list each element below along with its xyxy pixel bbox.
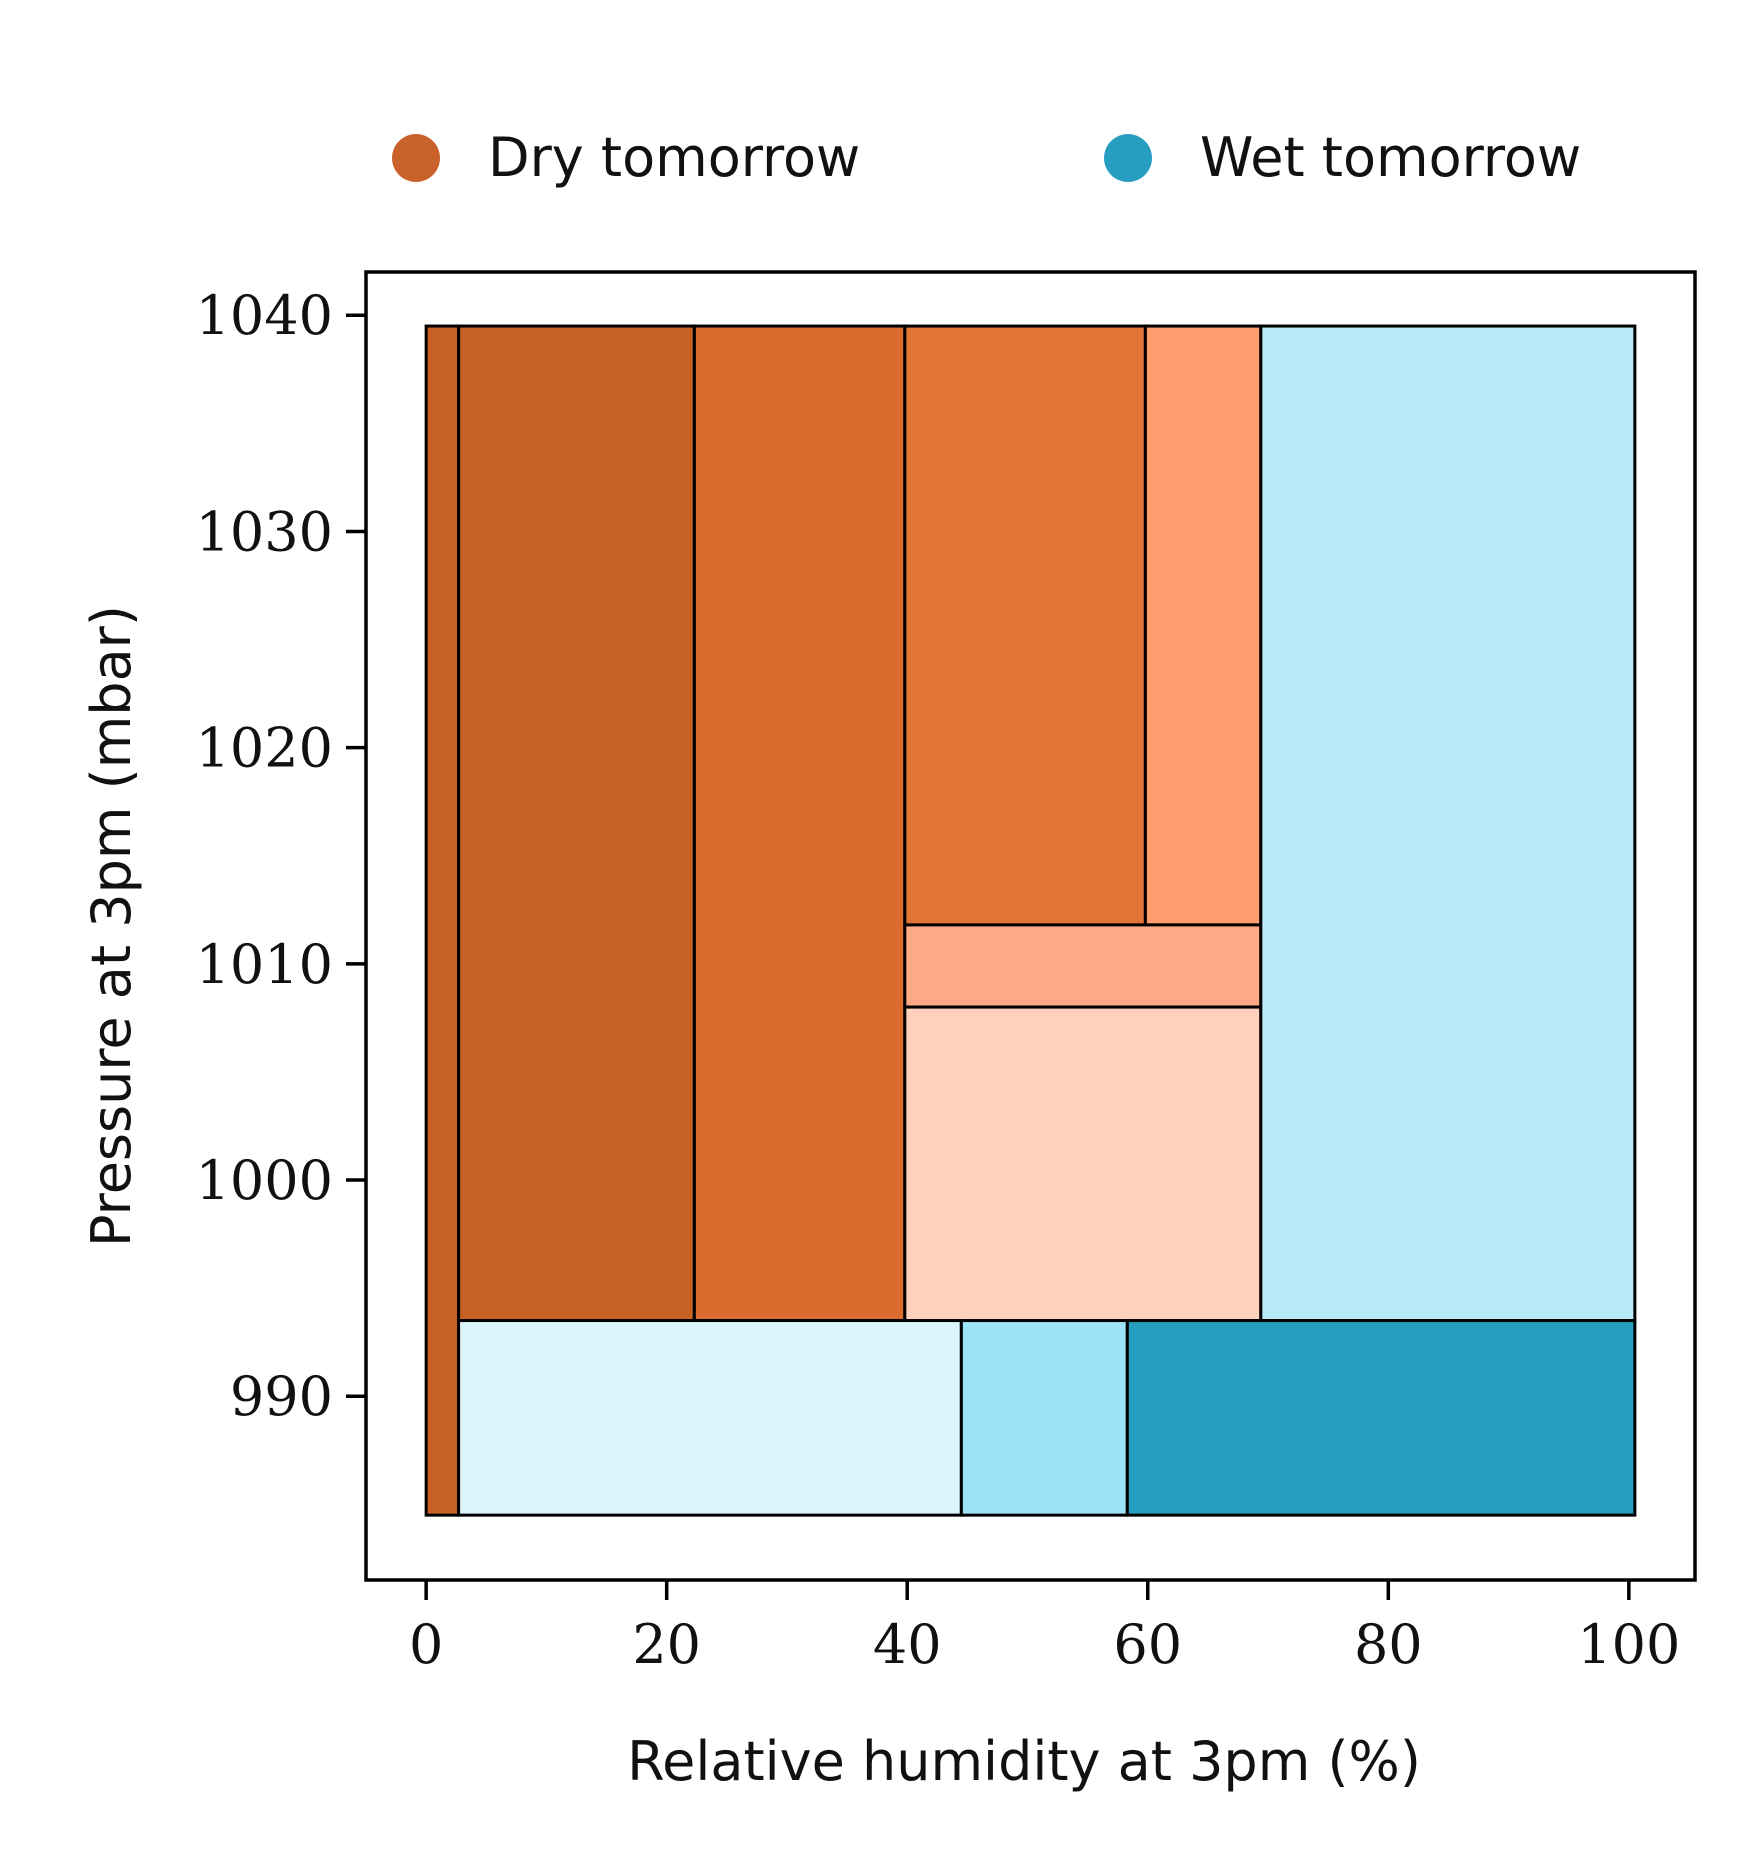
region-dry-2 bbox=[692, 324, 907, 1323]
y-tick-label-5: 1040 bbox=[196, 284, 333, 347]
x-tick-label-1: 20 bbox=[632, 1613, 701, 1676]
y-tick-label-0: 990 bbox=[230, 1365, 333, 1428]
y-tick-label-4: 1030 bbox=[196, 500, 333, 563]
legend-label-wet: Wet tomorrow bbox=[1200, 126, 1581, 189]
plot-frame bbox=[364, 270, 1697, 1582]
region-wet-9 bbox=[959, 1319, 1129, 1517]
region-dry-3 bbox=[903, 324, 1147, 927]
y-tick-label-1: 1000 bbox=[196, 1149, 333, 1212]
legend-marker-wet bbox=[1104, 134, 1152, 182]
x-axis-ticks: 0 20 40 60 80 100 bbox=[409, 1580, 1680, 1676]
legend: Dry tomorrow Wet tomorrow bbox=[392, 126, 1581, 189]
x-tick-label-0: 0 bbox=[409, 1613, 443, 1676]
x-tick-label-4: 80 bbox=[1354, 1613, 1423, 1676]
x-axis-label: Relative humidity at 3pm (%) bbox=[627, 1730, 1421, 1793]
y-tick-label-2: 1010 bbox=[196, 933, 333, 996]
legend-marker-dry bbox=[392, 134, 440, 182]
y-axis-ticks: 990 1000 1010 1020 1030 1040 bbox=[196, 284, 366, 1428]
region-dry-6 bbox=[903, 1005, 1263, 1323]
region-dry-5 bbox=[903, 923, 1263, 1009]
x-tick-label-2: 40 bbox=[873, 1613, 942, 1676]
x-tick-label-3: 60 bbox=[1113, 1613, 1182, 1676]
region-wet-8 bbox=[457, 1319, 963, 1517]
region-dry-0 bbox=[424, 324, 461, 1517]
region-wet-7 bbox=[1259, 324, 1637, 1323]
x-tick-label-5: 100 bbox=[1577, 1613, 1680, 1676]
regions-layer bbox=[424, 324, 1637, 1517]
region-dry-1 bbox=[457, 324, 696, 1323]
region-wet-10 bbox=[1125, 1319, 1637, 1517]
y-axis-label: Pressure at 3pm (mbar) bbox=[80, 605, 143, 1247]
y-tick-label-3: 1020 bbox=[196, 717, 333, 780]
region-dry-4 bbox=[1143, 324, 1263, 927]
legend-label-dry: Dry tomorrow bbox=[488, 126, 860, 189]
